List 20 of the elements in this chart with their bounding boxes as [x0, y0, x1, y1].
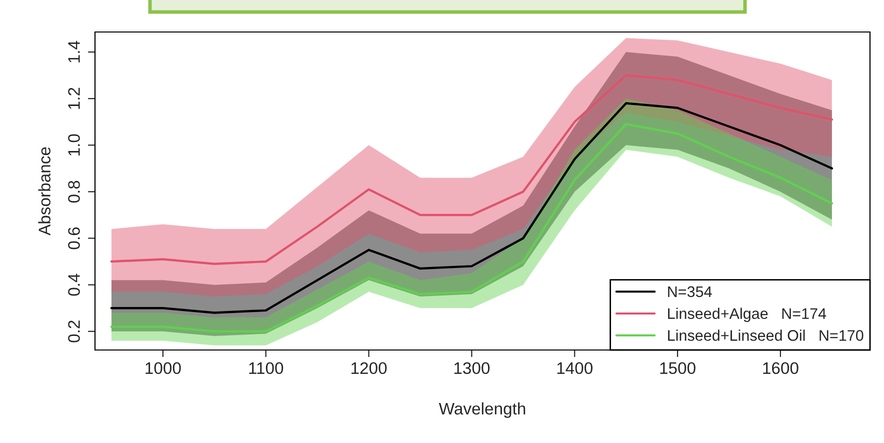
legend-label: N=354 — [668, 286, 712, 298]
x-tick-label: 1400 — [557, 362, 593, 374]
x-tick-label: 1500 — [660, 362, 696, 374]
legend-label: Linseed+Linseed Oil N=170 — [668, 330, 864, 341]
x-tick-label: 1600 — [763, 362, 798, 374]
y-tick-label: 1.2 — [68, 88, 80, 109]
x-tick-label: 1000 — [146, 362, 181, 374]
y-tick-label: 0.4 — [68, 274, 80, 296]
y-tick-label: 1.4 — [68, 40, 80, 62]
line-series — [110, 74, 834, 265]
y-tick-label: 0.6 — [68, 227, 80, 250]
y-axis-title: Absorbance — [38, 147, 50, 236]
x-tick-label: 1300 — [454, 362, 490, 374]
y-tick-label: 1.0 — [68, 134, 80, 156]
y-tick-label: 0.2 — [68, 320, 80, 342]
legend-label: Linseed+Algae N=174 — [668, 308, 826, 322]
x-tick-label: 1100 — [249, 362, 284, 374]
y-tick-label: 0.8 — [68, 180, 80, 203]
x-axis-title: Wavelength — [438, 402, 526, 418]
x-tick-label: 1200 — [352, 362, 387, 374]
